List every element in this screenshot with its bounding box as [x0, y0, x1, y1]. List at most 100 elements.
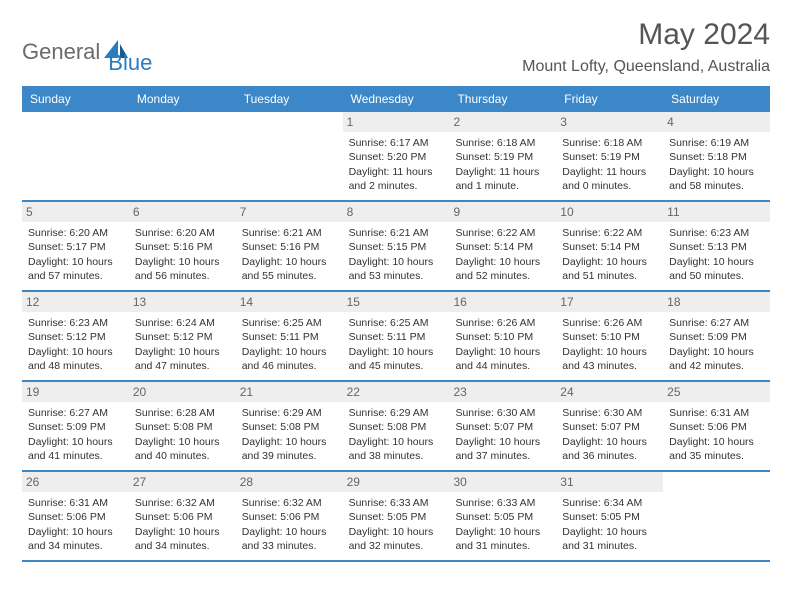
sunset-text: Sunset: 5:08 PM — [135, 420, 230, 434]
sunrise-text: Sunrise: 6:25 AM — [349, 316, 444, 330]
day-number: 25 — [663, 382, 770, 402]
day-cell: 31Sunrise: 6:34 AMSunset: 5:05 PMDayligh… — [556, 472, 663, 560]
day-cell: 7Sunrise: 6:21 AMSunset: 5:16 PMDaylight… — [236, 202, 343, 290]
daylight-text: Daylight: 10 hours and 42 minutes. — [669, 345, 764, 373]
day-number: 27 — [129, 472, 236, 492]
logo: General Blue — [22, 18, 152, 76]
day-cell: 12Sunrise: 6:23 AMSunset: 5:12 PMDayligh… — [22, 292, 129, 380]
week-row: 5Sunrise: 6:20 AMSunset: 5:17 PMDaylight… — [22, 202, 770, 292]
day-header: Wednesday — [343, 86, 450, 112]
day-cell: 26Sunrise: 6:31 AMSunset: 5:06 PMDayligh… — [22, 472, 129, 560]
sunset-text: Sunset: 5:07 PM — [562, 420, 657, 434]
day-number: 14 — [236, 292, 343, 312]
sunset-text: Sunset: 5:05 PM — [562, 510, 657, 524]
sunrise-text: Sunrise: 6:32 AM — [135, 496, 230, 510]
sunrise-text: Sunrise: 6:19 AM — [669, 136, 764, 150]
day-header: Thursday — [449, 86, 556, 112]
day-cell: 1Sunrise: 6:17 AMSunset: 5:20 PMDaylight… — [343, 112, 450, 200]
day-header: Saturday — [663, 86, 770, 112]
day-number: 21 — [236, 382, 343, 402]
sunset-text: Sunset: 5:15 PM — [349, 240, 444, 254]
daylight-text: Daylight: 10 hours and 53 minutes. — [349, 255, 444, 283]
sunset-text: Sunset: 5:05 PM — [455, 510, 550, 524]
day-number: 22 — [343, 382, 450, 402]
sunset-text: Sunset: 5:19 PM — [562, 150, 657, 164]
day-cell: 13Sunrise: 6:24 AMSunset: 5:12 PMDayligh… — [129, 292, 236, 380]
sunset-text: Sunset: 5:12 PM — [28, 330, 123, 344]
sunrise-text: Sunrise: 6:23 AM — [669, 226, 764, 240]
day-header: Monday — [129, 86, 236, 112]
sunrise-text: Sunrise: 6:21 AM — [242, 226, 337, 240]
day-number: 15 — [343, 292, 450, 312]
day-cell: 4Sunrise: 6:19 AMSunset: 5:18 PMDaylight… — [663, 112, 770, 200]
sunrise-text: Sunrise: 6:33 AM — [349, 496, 444, 510]
day-cell: 18Sunrise: 6:27 AMSunset: 5:09 PMDayligh… — [663, 292, 770, 380]
sunrise-text: Sunrise: 6:17 AM — [349, 136, 444, 150]
sunrise-text: Sunrise: 6:22 AM — [455, 226, 550, 240]
day-number: 26 — [22, 472, 129, 492]
sunset-text: Sunset: 5:08 PM — [349, 420, 444, 434]
logo-text-blue: Blue — [108, 50, 152, 76]
day-number: 5 — [22, 202, 129, 222]
sunset-text: Sunset: 5:12 PM — [135, 330, 230, 344]
sunrise-text: Sunrise: 6:27 AM — [28, 406, 123, 420]
sunset-text: Sunset: 5:06 PM — [135, 510, 230, 524]
sunrise-text: Sunrise: 6:30 AM — [562, 406, 657, 420]
day-cell: 14Sunrise: 6:25 AMSunset: 5:11 PMDayligh… — [236, 292, 343, 380]
sunrise-text: Sunrise: 6:20 AM — [135, 226, 230, 240]
daylight-text: Daylight: 10 hours and 48 minutes. — [28, 345, 123, 373]
sunset-text: Sunset: 5:11 PM — [242, 330, 337, 344]
day-cell: 28Sunrise: 6:32 AMSunset: 5:06 PMDayligh… — [236, 472, 343, 560]
day-number: 19 — [22, 382, 129, 402]
sunset-text: Sunset: 5:07 PM — [455, 420, 550, 434]
daylight-text: Daylight: 10 hours and 55 minutes. — [242, 255, 337, 283]
day-number: 6 — [129, 202, 236, 222]
day-number: 3 — [556, 112, 663, 132]
daylight-text: Daylight: 10 hours and 50 minutes. — [669, 255, 764, 283]
daylight-text: Daylight: 11 hours and 1 minute. — [455, 165, 550, 193]
daylight-text: Daylight: 10 hours and 57 minutes. — [28, 255, 123, 283]
day-number: 4 — [663, 112, 770, 132]
daylight-text: Daylight: 10 hours and 45 minutes. — [349, 345, 444, 373]
sunset-text: Sunset: 5:10 PM — [455, 330, 550, 344]
daylight-text: Daylight: 10 hours and 56 minutes. — [135, 255, 230, 283]
day-number: 11 — [663, 202, 770, 222]
week-row: 12Sunrise: 6:23 AMSunset: 5:12 PMDayligh… — [22, 292, 770, 382]
daylight-text: Daylight: 10 hours and 35 minutes. — [669, 435, 764, 463]
sunrise-text: Sunrise: 6:20 AM — [28, 226, 123, 240]
day-number: 17 — [556, 292, 663, 312]
day-cell: 16Sunrise: 6:26 AMSunset: 5:10 PMDayligh… — [449, 292, 556, 380]
sunrise-text: Sunrise: 6:22 AM — [562, 226, 657, 240]
day-cell: 2Sunrise: 6:18 AMSunset: 5:19 PMDaylight… — [449, 112, 556, 200]
day-cell: 3Sunrise: 6:18 AMSunset: 5:19 PMDaylight… — [556, 112, 663, 200]
day-cell — [663, 472, 770, 560]
day-cell — [22, 112, 129, 200]
day-cell: 15Sunrise: 6:25 AMSunset: 5:11 PMDayligh… — [343, 292, 450, 380]
day-cell — [129, 112, 236, 200]
day-cell: 8Sunrise: 6:21 AMSunset: 5:15 PMDaylight… — [343, 202, 450, 290]
day-cell: 23Sunrise: 6:30 AMSunset: 5:07 PMDayligh… — [449, 382, 556, 470]
day-number: 18 — [663, 292, 770, 312]
sunrise-text: Sunrise: 6:31 AM — [669, 406, 764, 420]
sunrise-text: Sunrise: 6:33 AM — [455, 496, 550, 510]
sunrise-text: Sunrise: 6:26 AM — [455, 316, 550, 330]
day-number: 29 — [343, 472, 450, 492]
daylight-text: Daylight: 10 hours and 44 minutes. — [455, 345, 550, 373]
sunset-text: Sunset: 5:16 PM — [242, 240, 337, 254]
sunrise-text: Sunrise: 6:18 AM — [455, 136, 550, 150]
daylight-text: Daylight: 11 hours and 2 minutes. — [349, 165, 444, 193]
daylight-text: Daylight: 10 hours and 34 minutes. — [28, 525, 123, 553]
day-header: Sunday — [22, 86, 129, 112]
sunset-text: Sunset: 5:18 PM — [669, 150, 764, 164]
sunset-text: Sunset: 5:06 PM — [669, 420, 764, 434]
title-block: May 2024 Mount Lofty, Queensland, Austra… — [522, 18, 770, 76]
day-number: 9 — [449, 202, 556, 222]
sunset-text: Sunset: 5:09 PM — [28, 420, 123, 434]
daylight-text: Daylight: 10 hours and 34 minutes. — [135, 525, 230, 553]
daylight-text: Daylight: 10 hours and 32 minutes. — [349, 525, 444, 553]
sunset-text: Sunset: 5:14 PM — [562, 240, 657, 254]
daylight-text: Daylight: 10 hours and 51 minutes. — [562, 255, 657, 283]
day-cell: 19Sunrise: 6:27 AMSunset: 5:09 PMDayligh… — [22, 382, 129, 470]
page-header: General Blue May 2024 Mount Lofty, Queen… — [22, 18, 770, 76]
day-cell: 24Sunrise: 6:30 AMSunset: 5:07 PMDayligh… — [556, 382, 663, 470]
